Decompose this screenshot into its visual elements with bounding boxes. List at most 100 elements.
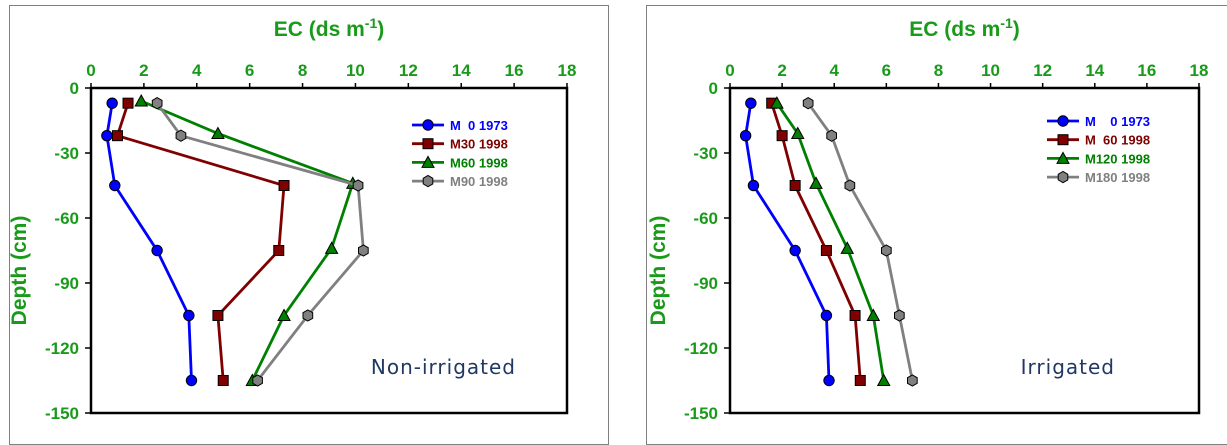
y-tick-label: -60 (54, 209, 79, 228)
data-point-marker (826, 129, 837, 142)
data-point-marker (844, 179, 856, 192)
data-point-marker (745, 97, 757, 109)
series-0 (739, 97, 835, 387)
series-2 (134, 93, 360, 386)
legend-label: M180 1998 (1085, 170, 1150, 185)
legend-marker (422, 174, 434, 188)
series-1 (766, 97, 866, 386)
data-point-marker (277, 308, 291, 321)
data-point-marker (809, 176, 823, 189)
data-point-marker (185, 374, 198, 387)
x-tick-label: 14 (452, 61, 471, 80)
series-3 (802, 97, 918, 387)
legend-entry: M 60 1998 (1047, 133, 1150, 148)
legend-entry: M 0 1973 (412, 118, 508, 133)
legend-label: M60 1998 (450, 155, 508, 170)
y-axis-label: Depth (cm) (647, 216, 670, 326)
series-2 (770, 96, 891, 386)
y-tick-label: -120 (45, 339, 79, 358)
legend-label: M120 1998 (1085, 151, 1150, 166)
series-line (807, 102, 914, 381)
x-tick-label: 12 (1033, 61, 1052, 80)
data-point-marker (840, 241, 855, 254)
chart-panel-irrigated: EC (ds m-1) 0 2 4 6 8 10 12 14 16 18 0 -30 -60 -90 -120… (646, 5, 1227, 445)
legend-label: M 0 1973 (450, 118, 508, 133)
x-tick-label: 0 (86, 61, 95, 80)
data-point-marker (183, 309, 195, 322)
data-point-marker (894, 309, 905, 322)
data-point-marker (175, 129, 187, 142)
data-point-marker (122, 97, 134, 109)
x-tick-label: 2 (139, 61, 148, 80)
data-point-marker (907, 374, 918, 387)
x-axis-label: EC (ds m-1) (274, 15, 384, 41)
y-axis-label: Depth (cm) (8, 216, 31, 326)
x-tick-label: 18 (558, 61, 577, 80)
legend-label: M30 1998 (450, 137, 508, 152)
data-point-marker (789, 244, 801, 257)
y-tick-label: -30 (693, 144, 718, 163)
data-point-marker (324, 241, 339, 254)
data-point-marker (747, 179, 760, 192)
data-point-marker (820, 309, 833, 322)
series-line (155, 102, 365, 382)
x-tick-label: 10 (346, 61, 365, 80)
x-tick-label: 8 (934, 61, 943, 80)
data-point-marker (151, 244, 163, 257)
legend-marker (1057, 170, 1069, 184)
panel-annotation: Irrigated (1021, 355, 1115, 379)
legend-entry: M 0 1973 (1047, 114, 1150, 129)
x-tick-label: 16 (505, 61, 524, 80)
legend-entry: M90 1998 (412, 174, 508, 189)
x-tick-label: 6 (882, 61, 891, 80)
y-tick-label: 0 (70, 79, 79, 98)
data-point-marker (358, 244, 369, 257)
x-tick-label: 14 (1085, 61, 1104, 80)
series-line (744, 102, 831, 381)
x-tick-label: 2 (777, 61, 786, 80)
series-line (775, 102, 886, 381)
data-point-marker (789, 180, 801, 191)
legend-entry: M30 1998 (412, 137, 508, 152)
x-tick-label: 4 (829, 61, 839, 80)
series-line (140, 99, 355, 382)
data-point-marker (106, 97, 118, 109)
data-point-marker (273, 245, 285, 256)
data-point-marker (770, 96, 784, 109)
data-point-marker (854, 375, 866, 386)
series-1 (111, 97, 290, 386)
x-tick-label: 8 (298, 61, 307, 80)
y-tick-label: -150 (684, 404, 718, 423)
x-tick-label: 12 (399, 61, 418, 80)
legend-marker (421, 155, 435, 168)
data-point-marker (823, 374, 835, 387)
legend-marker (422, 138, 434, 150)
y-tick-label: -90 (693, 274, 718, 293)
data-point-marker (739, 129, 752, 142)
x-tick-label: 4 (192, 61, 202, 80)
data-point-marker (866, 308, 881, 321)
data-point-marker (151, 97, 163, 110)
x-tick-label: 0 (725, 61, 734, 80)
legend-label: M 0 1973 (1085, 114, 1150, 129)
legend-label: M90 1998 (450, 174, 508, 189)
y-tick-label: 0 (709, 79, 718, 98)
legend-marker (422, 119, 434, 131)
legend-entry: M180 1998 (1047, 170, 1150, 185)
y-tick-label: -120 (684, 339, 718, 358)
data-point-marker (217, 375, 229, 386)
data-point-marker (278, 180, 290, 191)
data-point-marker (790, 126, 805, 139)
data-point-marker (352, 179, 364, 192)
data-point-marker (111, 130, 123, 142)
data-point-marker (212, 310, 224, 321)
plot-area-frame (89, 86, 569, 415)
y-tick-label: -90 (54, 274, 79, 293)
data-point-marker (302, 309, 314, 322)
legend-marker (1057, 134, 1069, 146)
data-point-marker (252, 374, 263, 387)
data-point-marker (109, 179, 121, 192)
legend-label: M 60 1998 (1085, 133, 1150, 148)
series-3 (151, 97, 369, 387)
panel-annotation: Non-irrigated (371, 355, 516, 379)
